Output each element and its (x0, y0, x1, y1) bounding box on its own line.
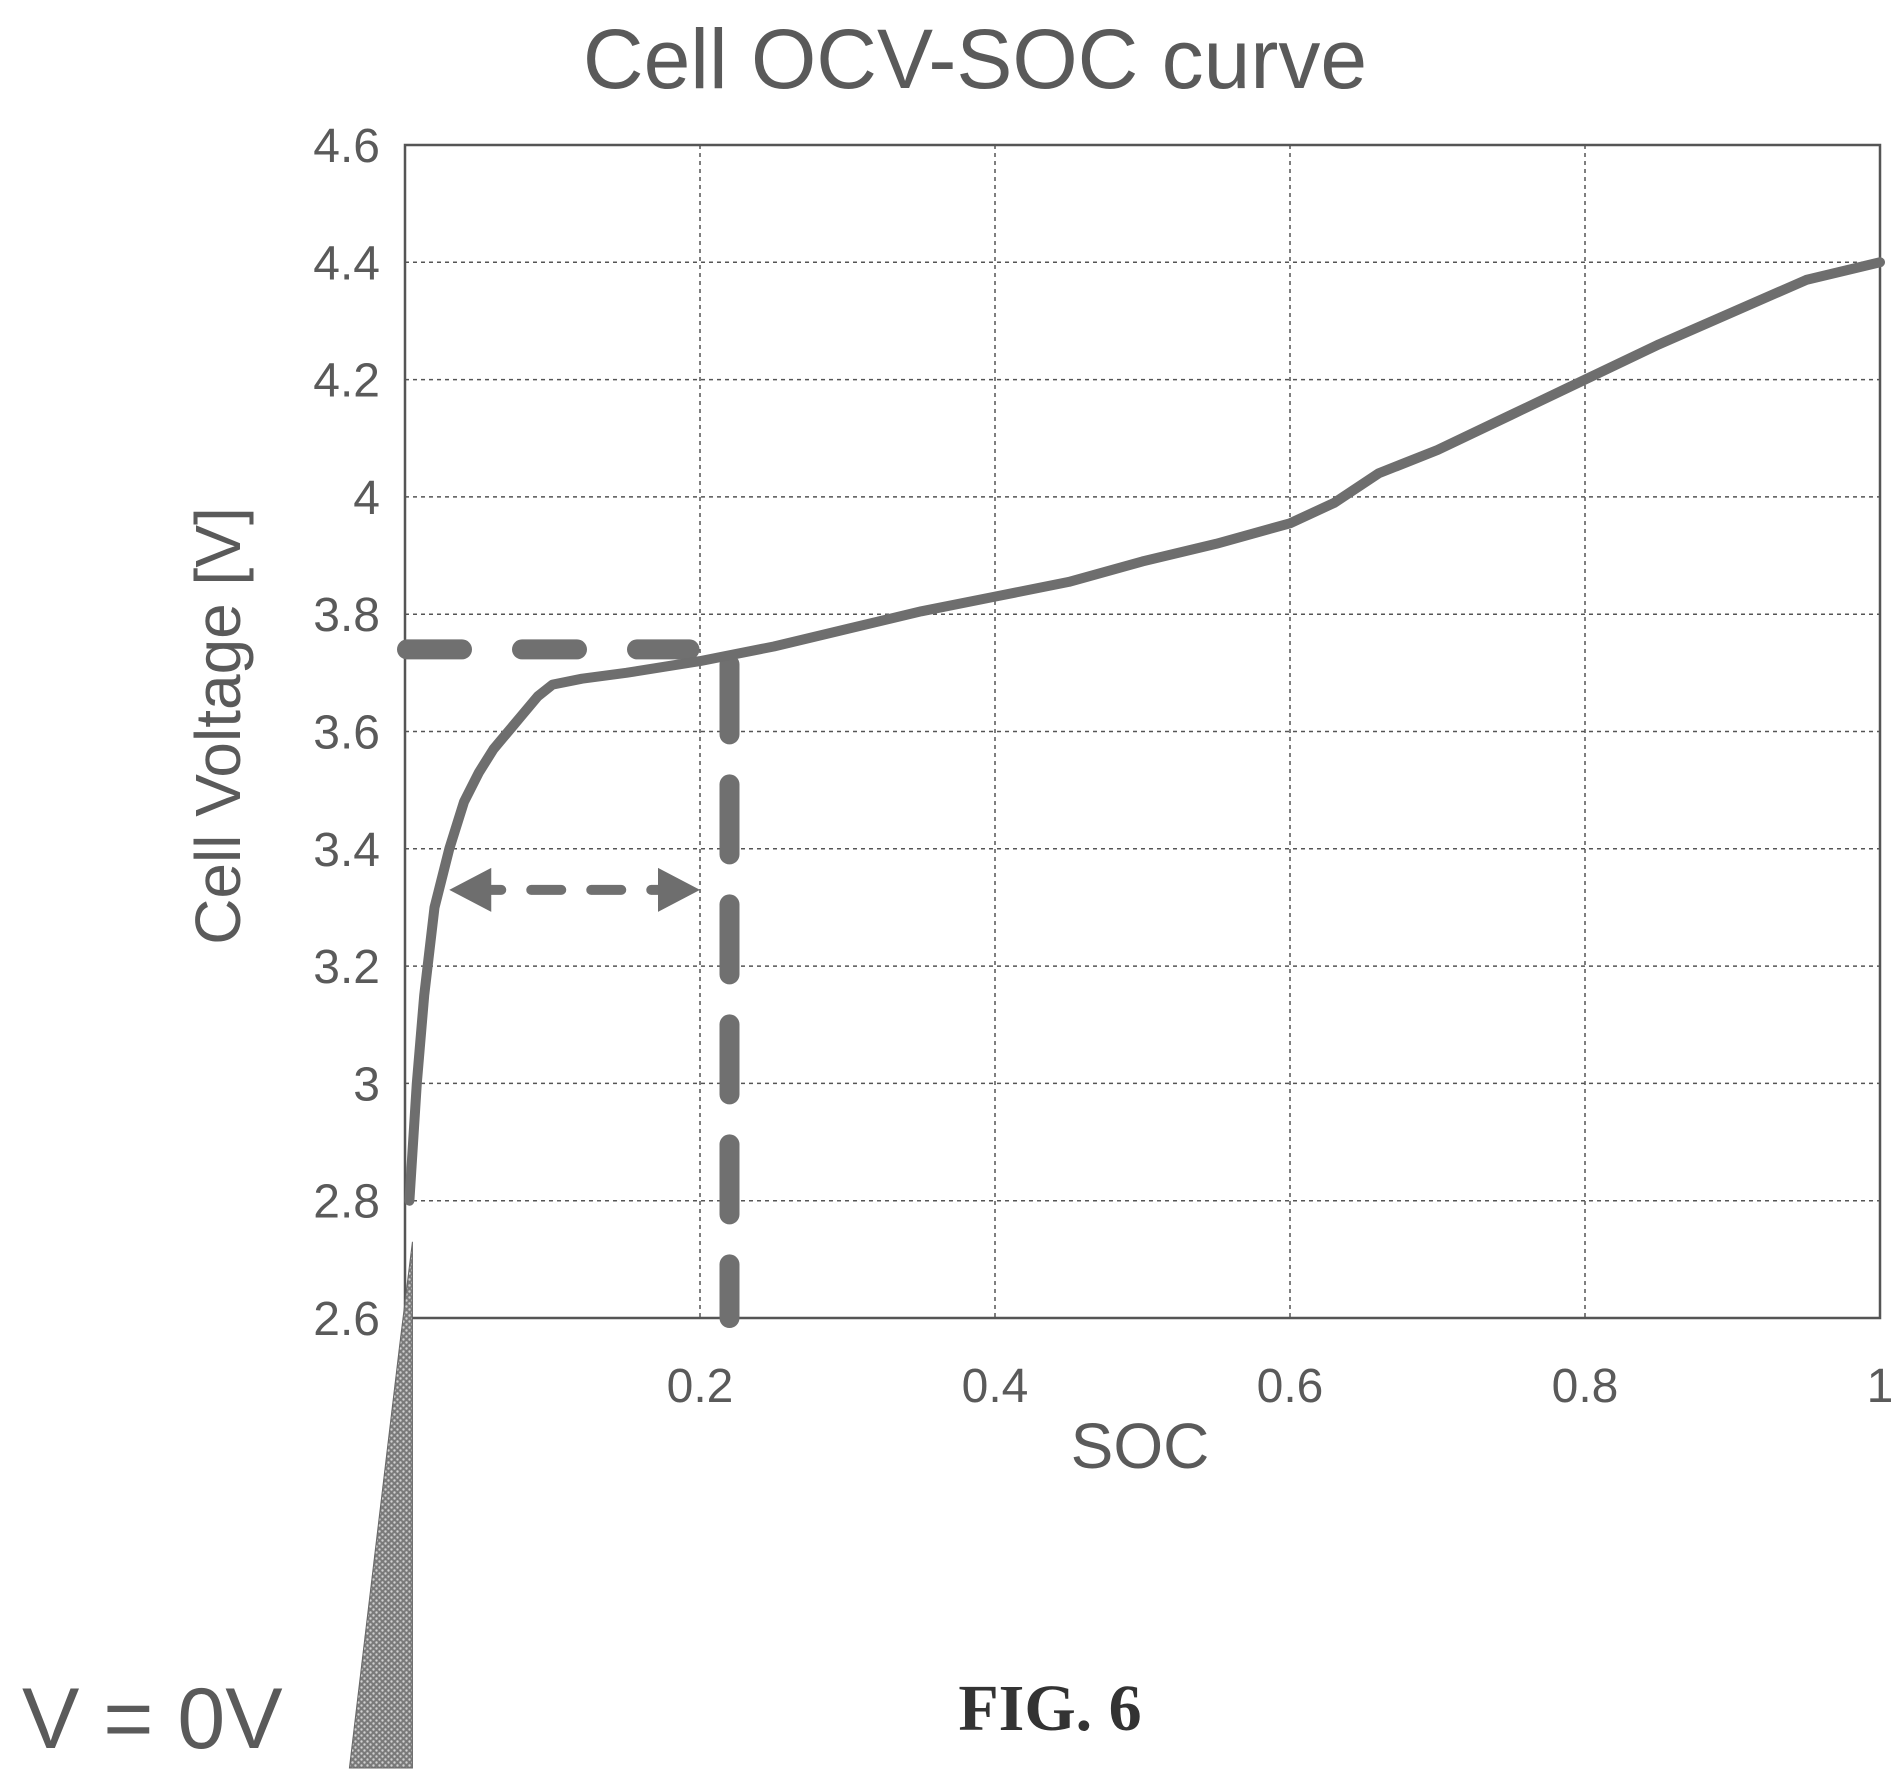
y-tick-label: 4.4 (313, 237, 380, 290)
x-tick-label: 0.8 (1552, 1360, 1619, 1413)
y-tick-label: 2.8 (313, 1176, 380, 1229)
x-tick-label: 0.2 (667, 1360, 734, 1413)
y-tick-label: 3.2 (313, 941, 380, 994)
y-tick-label: 4.2 (313, 355, 380, 408)
tick-labels: 0.2 0.4 0.6 0.8 1 2.6 2.8 3 3.2 3.4 3.6 3.8 4 4.2 4.4 4… (313, 120, 1893, 1413)
low-voltage-wedge (348, 1241, 413, 1769)
reference-markers (397, 639, 740, 1328)
x-tick-label: 1 (1867, 1360, 1894, 1413)
grid-lines (405, 145, 1880, 1318)
plot-frame (403, 143, 1882, 1320)
arrow-left-head (449, 867, 492, 912)
y-tick-label: 3.8 (313, 589, 380, 642)
y-tick-label: 3 (353, 1058, 380, 1111)
x-tick-label: 0.6 (1257, 1360, 1324, 1413)
chart-title: Cell OCV-SOC curve (583, 12, 1367, 106)
y-tick-label: 4.6 (313, 120, 380, 173)
y-tick-label: 3.6 (313, 707, 380, 760)
y-tick-label: 3.4 (313, 824, 380, 877)
ocv-soc-series-line (404, 257, 1885, 1206)
figure-caption: FIG. 6 (958, 1672, 1141, 1745)
y-tick-label: 4 (353, 472, 380, 525)
x-tick-label: 0.4 (962, 1360, 1029, 1413)
y-axis-label: Cell Voltage [V] (182, 507, 254, 945)
low-voltage-label: V = 0V (22, 1671, 283, 1767)
y-tick-label: 2.6 (313, 1293, 380, 1346)
arrow-right-head (658, 867, 700, 912)
x-axis-label: SOC (1071, 1410, 1210, 1482)
